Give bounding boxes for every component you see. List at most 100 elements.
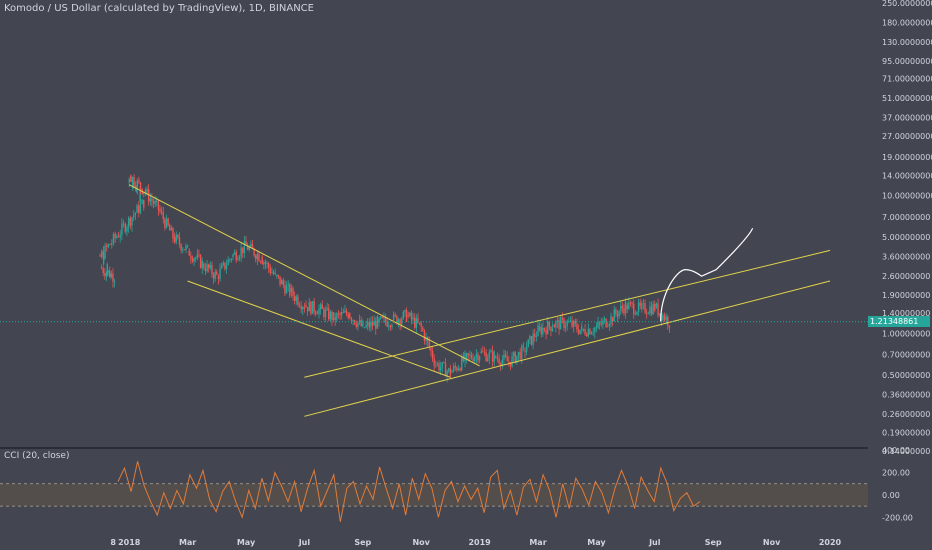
projection-path <box>660 227 754 322</box>
price-tick-label: 19.00000000 <box>882 153 932 162</box>
candle-body <box>522 345 525 347</box>
candle-body <box>212 274 215 279</box>
cci-indicator-label[interactable]: CCI (20, close) <box>4 451 70 461</box>
candle-body <box>543 327 546 330</box>
candle-body <box>110 275 112 277</box>
price-tick-label: 14.00000000 <box>882 171 932 180</box>
candle-body <box>499 363 502 366</box>
cci-tick-label: 200.00 <box>882 469 910 478</box>
candle-body <box>519 351 521 360</box>
candle-body <box>564 325 567 328</box>
candle-body <box>477 354 479 361</box>
candle-body <box>587 328 589 337</box>
candle-body <box>472 358 474 362</box>
candle-body <box>298 304 301 307</box>
candle-body <box>297 296 299 305</box>
price-tick-label: 0.19000000 <box>882 429 930 438</box>
trendlines <box>128 184 831 417</box>
candle-body <box>420 323 422 327</box>
candle-body <box>211 264 213 275</box>
candle-body <box>412 317 414 320</box>
candle-body <box>209 264 212 269</box>
candle-body <box>358 320 361 323</box>
candle-body <box>282 280 285 285</box>
candle-body <box>548 321 551 327</box>
candle-body <box>574 320 577 324</box>
candle-body <box>373 320 375 326</box>
candle-body <box>652 303 654 315</box>
candle-body <box>259 261 262 263</box>
time-tick-label: Nov <box>412 538 430 547</box>
candle-body <box>363 327 366 329</box>
candle-body <box>443 362 445 364</box>
candle-body <box>540 326 542 335</box>
chart-title: Komodo / US Dollar (calculated by Tradin… <box>4 3 314 14</box>
candle-body <box>613 309 615 322</box>
cci-band-fill <box>0 483 868 507</box>
candle-body <box>196 254 199 258</box>
candle-body <box>255 255 257 260</box>
candle-body <box>121 223 123 235</box>
candle-body <box>248 246 250 250</box>
candle-body <box>102 255 105 265</box>
cci-axis[interactable]: 400.00 200.00 0.00 -200.00 <box>882 446 913 522</box>
candle-body <box>191 258 194 262</box>
candle-body <box>326 307 328 310</box>
candle-body <box>608 324 611 327</box>
candles <box>99 174 671 383</box>
candle-body <box>511 355 513 367</box>
candle-body <box>100 251 103 257</box>
candle-body <box>582 328 585 331</box>
candle-body <box>644 303 646 313</box>
candle-body <box>410 312 413 320</box>
candle-body <box>287 284 289 286</box>
candle-body <box>106 245 108 247</box>
price-tick-label: 7.00000000 <box>882 213 930 222</box>
candle-body <box>418 322 421 324</box>
time-tick-label: Mar <box>179 538 196 547</box>
candle-body <box>224 262 226 269</box>
candle-body <box>104 273 106 277</box>
candle-body <box>490 350 492 353</box>
candle-body <box>339 313 341 315</box>
candle-body <box>349 313 351 319</box>
candle-body <box>186 245 189 247</box>
candle-body <box>512 352 515 356</box>
candle-body <box>342 311 345 313</box>
price-tick-label: 250.00000000 <box>882 0 932 8</box>
candle-body <box>323 308 325 318</box>
candle-body <box>465 353 468 360</box>
candle-body <box>459 368 461 371</box>
price-axis[interactable]: 250.00000000 180.00000000 130.00000000 95.0… <box>882 0 932 456</box>
candle-body <box>160 211 163 213</box>
candle-body <box>506 356 508 362</box>
candle-body <box>272 272 275 275</box>
candle-body <box>220 265 223 269</box>
candle-body <box>316 313 319 315</box>
candle-body <box>592 332 594 334</box>
time-tick-label: Jul <box>648 538 661 547</box>
candle-body <box>129 217 132 226</box>
candle-body <box>119 234 121 238</box>
candle-body <box>268 263 270 269</box>
candle-body <box>279 276 281 285</box>
candle-body <box>402 311 405 319</box>
candle-body <box>328 307 330 320</box>
candle-body <box>300 306 302 310</box>
candle-body <box>462 356 465 361</box>
candle-body <box>280 280 283 285</box>
candle-body <box>623 308 625 314</box>
candle-body <box>336 313 338 320</box>
candle-body <box>478 356 481 361</box>
time-axis[interactable]: 8 2018 Mar May Jul Sep Nov 2019 Mar May Jul Sep Nov 2… <box>110 538 841 547</box>
candle-body <box>251 243 254 249</box>
candle-body <box>454 366 456 368</box>
price-tick-label: 71.00000000 <box>882 74 932 83</box>
candle-body <box>663 315 666 321</box>
candle-body <box>315 311 317 314</box>
trendline <box>304 249 831 378</box>
candle-body <box>131 217 133 226</box>
price-tick-label: 2.60000000 <box>882 272 930 281</box>
candle-body <box>324 309 327 318</box>
